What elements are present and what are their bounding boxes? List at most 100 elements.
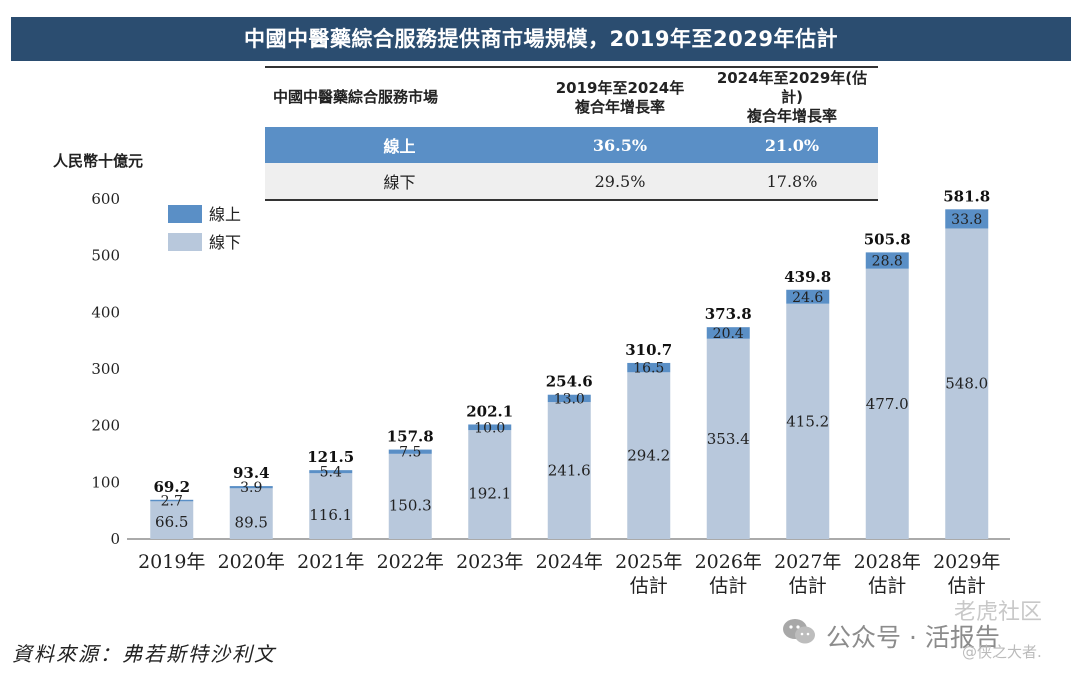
data-label-online: 13.0 [554,391,585,407]
data-label-offline: 89.5 [235,514,268,532]
cagr-table: 中國中醫藥綜合服務市場 2019年至2024年 複合年增長率 2024年至202… [265,66,878,201]
data-label-online: 33.8 [951,212,982,228]
data-label-online: 2.7 [161,494,183,510]
table-row-online: 線上 36.5% 21.0% [265,127,878,163]
bar-offline [388,453,432,539]
cagr-value: 29.5% [534,163,706,200]
data-label-online: 16.5 [633,361,664,377]
y-tick-label: 100 [91,473,120,491]
y-tick-label: 500 [91,247,120,265]
data-label-offline: 477.0 [866,395,909,413]
x-tick-label: 估計 [709,575,747,597]
x-tick-label: 2023年 [456,551,523,573]
x-tick-label: 2019年 [138,551,205,573]
chart-title: 中國中醫藥綜合服務提供商市場規模，2019年至2029年估計 [11,17,1071,61]
watermark-main-text: 公众号 · 活报告 [826,623,1000,652]
bar-online [309,470,353,474]
bar-offline [229,488,273,539]
data-label-offline: 415.2 [786,412,829,430]
bar-offline [547,402,591,539]
bar-offline [786,303,830,539]
bar-offline [309,473,353,539]
data-label-online: 7.5 [399,445,421,461]
data-label-offline: 116.1 [309,506,352,524]
data-label-offline: 150.3 [389,496,432,514]
header-line: 複合年增長率 [574,97,665,116]
x-tick-label: 2020年 [218,551,285,573]
data-label-online: 5.4 [320,465,342,481]
legend-swatch [168,233,202,251]
x-tick-label: 估計 [789,575,827,597]
data-label-total: 439.8 [784,268,831,286]
data-label-online: 3.9 [240,480,262,496]
legend-label: 線下 [209,233,241,252]
data-label-offline: 294.2 [627,447,670,465]
x-tick-label: 估計 [948,575,986,597]
bar-online [388,449,432,454]
data-label-offline: 192.1 [468,485,511,503]
bar-online [627,362,671,373]
bar-offline [468,430,512,539]
data-label-offline: 241.6 [548,462,591,480]
data-label-total: 157.8 [387,428,434,446]
table-header-cagr-2019-2024: 2019年至2024年 複合年增長率 [534,67,706,127]
data-label-offline: 66.5 [155,513,188,531]
data-label-total: 373.8 [705,305,752,323]
x-tick-label: 2025年 [615,551,682,573]
bar-offline [150,501,194,539]
data-label-total: 69.2 [153,478,190,496]
bar-offline [627,372,671,539]
wechat-icon [783,619,815,644]
y-axis-unit-label: 人民幣十億元 [53,152,144,170]
x-tick-label: 2026年 [695,551,762,573]
row-label: 線下 [265,163,534,200]
data-label-total: 505.8 [864,230,911,248]
y-tick-label: 600 [91,190,120,208]
x-tick-label: 2024年 [536,551,603,573]
x-tick-label: 估計 [868,575,906,597]
x-tick-label: 2028年 [854,551,921,573]
bar-online [468,424,512,431]
data-label-online: 10.0 [474,420,505,436]
data-label-total: 254.6 [546,373,593,391]
table-row-offline: 線下 29.5% 17.8% [265,163,878,200]
bar-offline [945,228,989,539]
bar-online [150,499,194,502]
x-tick-label: 2022年 [377,551,444,573]
legend-swatch [168,205,202,223]
bar-online [945,209,989,229]
y-tick-label: 300 [91,360,120,378]
y-tick-label: 200 [91,417,120,435]
bar-online [229,486,273,489]
row-label: 線上 [265,127,534,163]
data-label-online: 28.8 [872,254,903,270]
source-note: 資料來源：弗若斯特沙利文 [12,642,276,666]
bar-online [865,252,909,269]
x-tick-label: 2029年 [933,551,1000,573]
cagr-value: 17.8% [706,163,878,200]
header-line: 複合年增長率 [746,107,837,125]
data-label-total: 310.7 [625,341,672,359]
legend-label: 線上 [209,205,241,224]
data-label-offline: 353.4 [707,430,750,448]
data-label-total: 581.8 [943,187,990,205]
x-tick-label: 2027年 [774,551,841,573]
cagr-value: 36.5% [534,127,706,163]
bar-online [786,289,830,304]
bar-offline [706,338,750,539]
data-label-total: 121.5 [307,448,354,466]
table-header-market: 中國中醫藥綜合服務市場 [273,88,439,106]
bar-offline [865,268,909,539]
watermark: 公众号 · 活报告 老虎社区 @侠之大者. [782,594,1072,664]
table-header-cagr-2024-2029: 2024年至2029年(估計) 複合年增長率 [706,67,878,127]
x-tick-label: 估計 [630,575,668,597]
bar-online [706,327,750,339]
table-header-row: 中國中醫藥綜合服務市場 2019年至2024年 複合年增長率 2024年至202… [265,67,878,127]
data-label-total: 93.4 [233,464,270,482]
bar-online [547,394,591,403]
y-tick-label: 400 [91,303,120,321]
cagr-value: 21.0% [706,127,878,163]
data-label-offline: 548.0 [945,375,988,393]
y-tick-label: 0 [110,530,120,548]
